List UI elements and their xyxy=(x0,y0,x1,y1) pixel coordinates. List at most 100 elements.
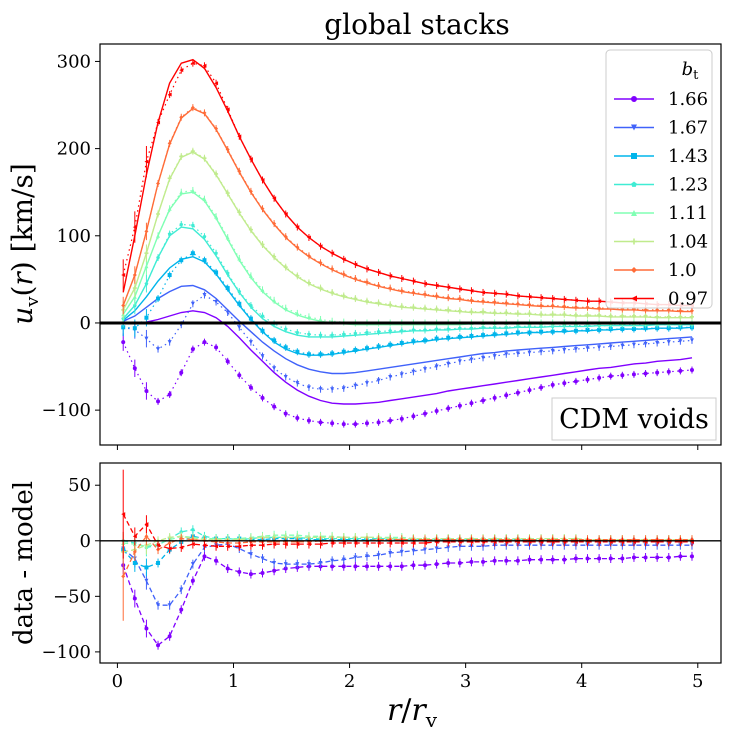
residual-point xyxy=(306,562,311,567)
residual-point xyxy=(190,542,195,547)
data-point xyxy=(585,327,590,332)
data-point xyxy=(353,331,358,336)
data-point xyxy=(306,235,311,240)
residual-point xyxy=(376,553,381,558)
data-point xyxy=(388,375,393,380)
data-point xyxy=(539,312,544,317)
residual-point xyxy=(364,554,369,559)
data-point xyxy=(411,290,416,295)
data-point xyxy=(225,271,230,275)
data-point xyxy=(504,325,509,329)
data-point xyxy=(631,342,636,347)
data-point xyxy=(248,227,253,232)
annotation-text: CDM voids xyxy=(559,404,709,435)
residual-point xyxy=(423,541,428,545)
residual-point xyxy=(283,542,288,547)
legend-title: bt xyxy=(682,59,700,83)
data-point xyxy=(457,359,462,364)
legend: bt 1.66 1.67 1.43 1.23 1.11 1.04 1.0 0.97 xyxy=(605,49,713,310)
residual-point xyxy=(515,558,520,563)
data-point xyxy=(330,266,335,271)
data-point xyxy=(121,273,126,278)
data-point xyxy=(457,296,462,301)
residual-point xyxy=(353,541,358,545)
residual-point xyxy=(283,562,288,567)
data-point xyxy=(504,393,509,398)
data-point xyxy=(666,369,671,374)
data-line xyxy=(123,294,693,390)
residual-point xyxy=(504,558,509,563)
y-tick-label: −50 xyxy=(53,586,91,607)
data-point xyxy=(156,347,161,352)
data-point xyxy=(132,273,137,278)
data-point xyxy=(248,273,253,278)
data-point xyxy=(341,422,346,427)
data-point xyxy=(562,304,567,309)
data-point xyxy=(423,306,428,311)
residual-point xyxy=(643,555,648,560)
x-tick-label: 4 xyxy=(576,671,587,692)
model-line xyxy=(122,151,692,319)
data-point xyxy=(330,290,335,295)
x-tick-label: 2 xyxy=(344,671,355,692)
residual-point xyxy=(492,558,497,563)
residual-point xyxy=(295,562,300,567)
data-point xyxy=(573,379,578,384)
data-point xyxy=(202,197,207,202)
data-point xyxy=(539,329,544,334)
data-point xyxy=(399,288,404,293)
data-point xyxy=(550,329,555,334)
residual-point xyxy=(330,541,335,545)
data-point xyxy=(469,288,474,293)
legend-marker xyxy=(631,124,637,131)
residual-point xyxy=(272,568,277,573)
data-point xyxy=(585,305,590,310)
residual-point xyxy=(132,534,137,539)
residual-point xyxy=(306,542,311,547)
residual-point xyxy=(121,512,126,517)
residual-point xyxy=(260,571,265,575)
data-point xyxy=(481,355,486,360)
data-point xyxy=(330,387,335,392)
data-point xyxy=(330,333,335,337)
residual-line xyxy=(122,555,692,647)
data-point xyxy=(318,286,323,291)
data-point xyxy=(655,314,660,319)
data-point xyxy=(608,344,613,349)
data-point xyxy=(562,312,567,317)
data-point xyxy=(573,298,578,303)
data-point xyxy=(190,105,195,110)
data-point xyxy=(504,300,509,305)
data-point xyxy=(237,169,242,174)
data-point xyxy=(527,302,532,307)
data-point xyxy=(620,373,625,378)
data-point xyxy=(597,375,602,380)
data-point xyxy=(562,328,567,333)
data-point xyxy=(388,286,393,291)
legend-label: 0.97 xyxy=(668,289,708,310)
data-point xyxy=(364,381,369,386)
data-point xyxy=(434,283,439,288)
residual-point xyxy=(318,542,323,547)
data-point xyxy=(341,257,346,262)
x-tick-label: 1 xyxy=(228,671,239,692)
data-point xyxy=(469,309,474,314)
bottom-y-axis-label: data - model xyxy=(9,481,39,645)
data-point xyxy=(434,307,439,312)
data-point xyxy=(167,176,172,181)
residual-point xyxy=(597,556,602,561)
data-point xyxy=(388,302,393,307)
data-point xyxy=(550,348,555,353)
data-point xyxy=(341,332,346,336)
model-line xyxy=(122,107,692,313)
data-point xyxy=(504,352,509,357)
bottom-axes-frame xyxy=(99,462,722,664)
data-point xyxy=(306,314,311,319)
residual-point xyxy=(423,547,428,552)
data-point xyxy=(550,303,555,308)
data-point xyxy=(295,381,300,386)
data-point xyxy=(573,313,578,318)
data-point xyxy=(446,295,451,300)
data-point xyxy=(562,381,567,386)
